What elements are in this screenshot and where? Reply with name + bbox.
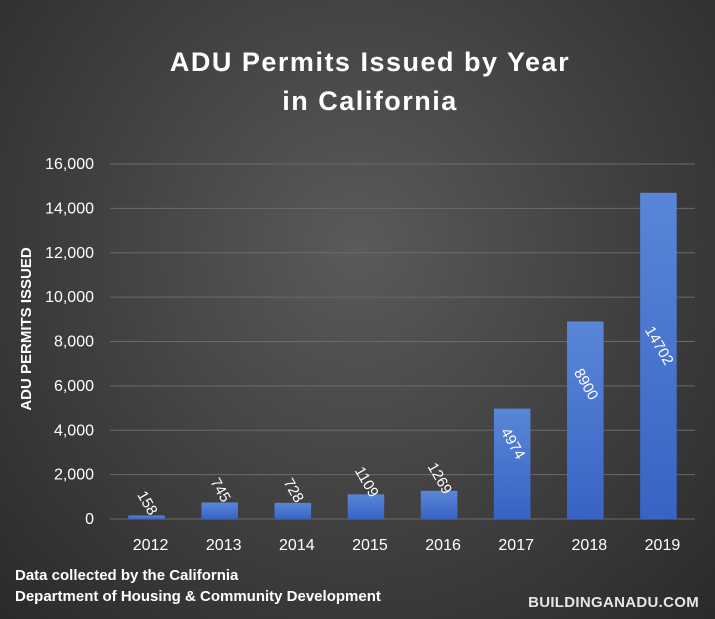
y-tick-label: 0 <box>85 511 94 528</box>
x-tick-label: 2017 <box>498 537 534 554</box>
bar-2015 <box>347 494 385 519</box>
y-tick-label: 10,000 <box>45 289 94 306</box>
bar-2018 <box>567 321 604 519</box>
source-note-line-1: Data collected by the California <box>15 567 239 584</box>
y-tick-label: 16,000 <box>45 156 94 173</box>
y-axis-title: ADU PERMITS ISSUED <box>18 247 35 411</box>
x-tick-label: 2014 <box>279 537 315 554</box>
y-axis-ticks: 0 2,000 4,000 6,000 8,000 10,000 12,000 14,000 1… <box>45 156 94 528</box>
x-tick-label: 2015 <box>352 537 388 554</box>
bar-2019 <box>640 192 677 519</box>
x-tick-label: 2018 <box>572 537 608 554</box>
brand-watermark: BUILDINGANADU.COM <box>528 594 699 611</box>
x-tick-label: 2016 <box>425 537 461 554</box>
bar-2012 <box>128 515 165 519</box>
x-axis-ticks: 2012 2013 2014 2015 2016 2017 2018 2019 <box>133 537 681 554</box>
data-label-2014: 728 <box>280 475 307 505</box>
bar-2014 <box>274 502 312 519</box>
x-tick-label: 2013 <box>206 537 242 554</box>
data-label-2012: 158 <box>133 488 160 518</box>
y-tick-label: 12,000 <box>45 245 94 262</box>
x-tick-label: 2012 <box>133 537 169 554</box>
y-tick-label: 4,000 <box>54 422 94 439</box>
data-label-2013: 745 <box>207 475 234 505</box>
bar-2017 <box>493 408 531 519</box>
y-tick-label: 14,000 <box>45 200 94 217</box>
bars <box>128 192 677 519</box>
chart-title-line-2: in California <box>282 86 458 116</box>
bar-2013 <box>201 502 238 519</box>
source-note-line-2: Department of Housing & Community Develo… <box>15 588 381 605</box>
y-tick-label: 2,000 <box>54 467 94 484</box>
y-tick-label: 8,000 <box>54 334 94 351</box>
y-tick-label: 6,000 <box>54 378 94 395</box>
chart-title-line-1: ADU Permits Issued by Year <box>170 47 570 77</box>
gridlines <box>110 163 695 520</box>
bar-2016 <box>420 490 458 519</box>
x-tick-label: 2019 <box>645 537 681 554</box>
